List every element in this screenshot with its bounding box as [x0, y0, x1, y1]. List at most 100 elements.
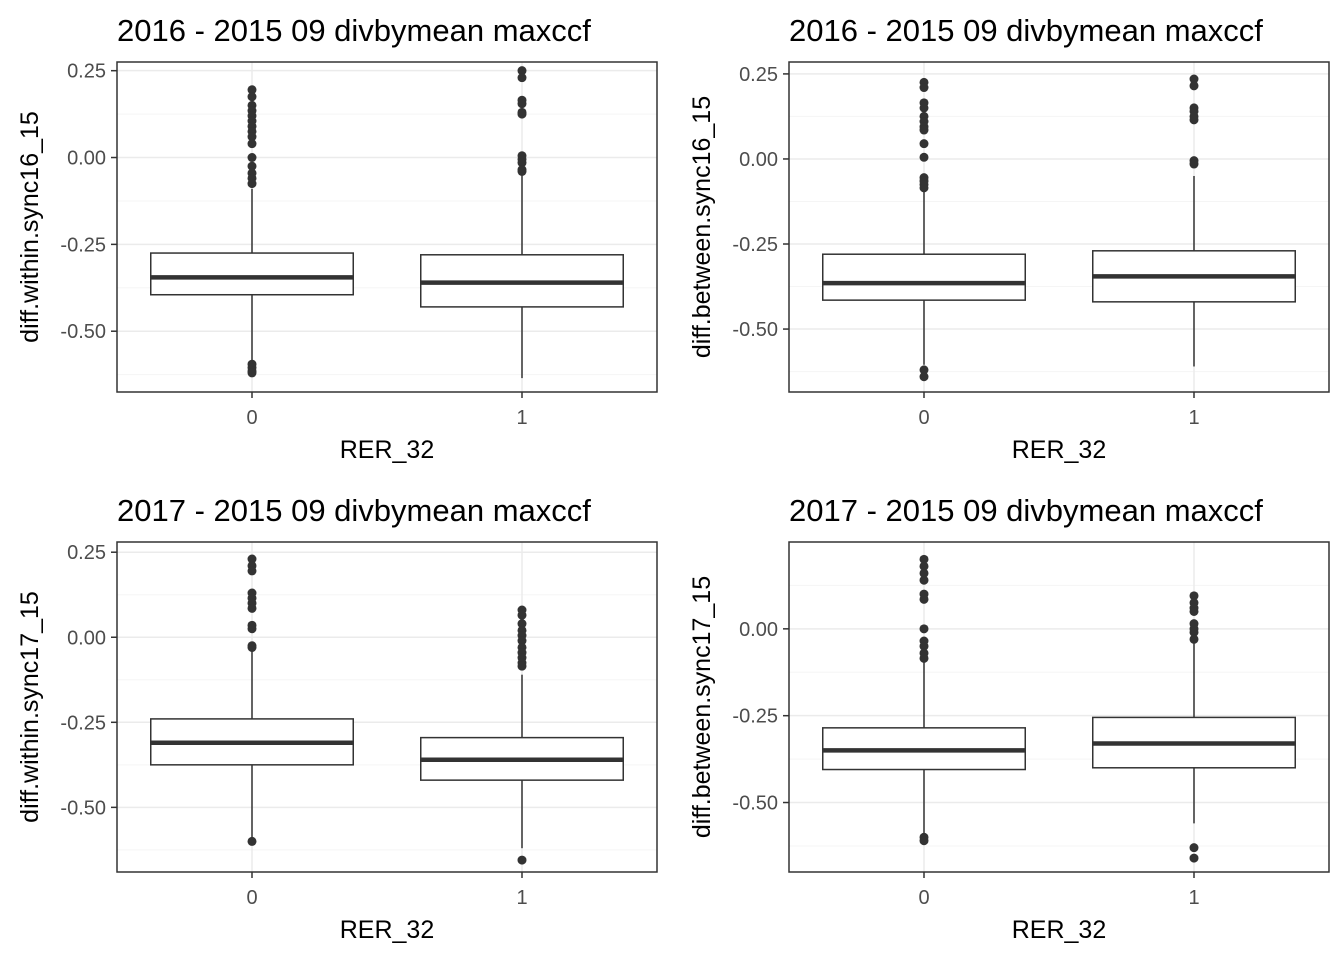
x-tick-label: 0 — [918, 407, 929, 429]
outlier-point — [1189, 627, 1199, 637]
panel-title: 2017 - 2015 09 divbymean maxccf — [117, 493, 591, 528]
panel-1: 2016 - 2015 09 divbymean maxccf 0.25 0.00 -… — [16, 13, 658, 464]
outlier-point — [919, 554, 929, 564]
panel-border — [788, 61, 1330, 393]
box-iqr — [150, 252, 354, 296]
y-tick-label: -0.25 — [60, 712, 106, 734]
outlier-point — [517, 610, 527, 620]
x-axis-title: RER_32 — [340, 916, 435, 944]
boxplot-0 — [150, 554, 354, 846]
outlier-point — [1189, 115, 1199, 125]
x-tick-label: 1 — [1188, 407, 1199, 429]
y-tick-label: -0.50 — [732, 319, 778, 341]
outlier-point — [517, 73, 527, 83]
y-tick-label: 0.00 — [739, 149, 778, 171]
y-tick-label: -0.50 — [60, 321, 106, 343]
y-tick-label: -0.25 — [60, 234, 106, 256]
panel-4: 2017 - 2015 09 divbymean maxccf 0.00 -0.25… — [688, 493, 1330, 944]
outlier-point — [517, 99, 527, 109]
y-tick-label: -0.50 — [60, 797, 106, 819]
outlier-point — [247, 139, 257, 149]
outlier-point — [919, 183, 929, 193]
outlier-point — [1189, 843, 1199, 853]
outlier-point — [517, 66, 527, 76]
outlier-point — [247, 836, 257, 846]
outlier-point — [1189, 853, 1199, 863]
outlier-point — [919, 568, 929, 578]
outlier-point — [919, 624, 929, 634]
y-tick-label: 0.00 — [67, 627, 106, 649]
outlier-point — [919, 125, 929, 135]
x-tick-label: 1 — [516, 887, 527, 909]
panel-background — [117, 62, 657, 392]
panel-3: 2017 - 2015 09 divbymean maxccf 0.25 0.00 -… — [16, 493, 658, 944]
x-tick-label: 0 — [918, 887, 929, 909]
outlier-point — [1189, 81, 1199, 91]
outlier-point — [517, 636, 527, 646]
panel-2: 2016 - 2015 09 divbymean maxccf 0.25 0.00 -… — [688, 13, 1330, 464]
outlier-point — [1189, 159, 1199, 169]
outlier-point — [1189, 606, 1199, 616]
outlier-point — [247, 603, 257, 613]
outlier-point — [247, 642, 257, 652]
boxplot-1 — [420, 66, 624, 379]
y-tick-label: -0.25 — [732, 706, 778, 728]
outlier-point — [919, 372, 929, 382]
y-tick-label: -0.25 — [732, 234, 778, 256]
outlier-point — [247, 161, 257, 171]
outlier-point — [919, 561, 929, 571]
outlier-point — [247, 368, 257, 378]
y-tick-label: 0.25 — [739, 64, 778, 86]
outlier-point — [517, 661, 527, 671]
outlier-point — [919, 641, 929, 651]
panel-border — [788, 541, 1330, 873]
boxplot-0 — [150, 85, 354, 378]
outlier-point — [517, 855, 527, 865]
outlier-point — [247, 179, 257, 189]
y-axis-title: diff.within.sync17_15 — [16, 591, 44, 823]
outlier-point — [247, 153, 257, 163]
outlier-point — [517, 619, 527, 629]
y-tick-label: 0.25 — [67, 542, 106, 564]
outlier-point — [247, 85, 257, 95]
box-iqr — [822, 253, 1026, 301]
panel-title: 2016 - 2015 09 divbymean maxccf — [117, 13, 591, 48]
y-tick-label: 0.00 — [739, 619, 778, 641]
outlier-point — [919, 836, 929, 846]
outlier-point — [919, 152, 929, 162]
outlier-point — [247, 92, 257, 102]
boxplot-0 — [822, 554, 1026, 846]
outlier-point — [919, 594, 929, 604]
x-tick-label: 1 — [1188, 887, 1199, 909]
outlier-point — [1189, 74, 1199, 84]
panel-border — [116, 541, 658, 873]
outlier-point — [517, 158, 527, 168]
outlier-point — [919, 365, 929, 375]
outlier-point — [247, 132, 257, 142]
outlier-point — [919, 83, 929, 93]
boxplot-1 — [420, 605, 624, 865]
panel-title: 2016 - 2015 09 divbymean maxccf — [789, 13, 1263, 48]
x-axis-title: RER_32 — [1012, 916, 1107, 944]
y-axis-title: diff.within.sync16_15 — [16, 111, 44, 343]
x-axis-title: RER_32 — [340, 436, 435, 464]
x-tick-label: 0 — [246, 407, 257, 429]
outlier-point — [247, 624, 257, 634]
outlier-point — [1189, 634, 1199, 644]
panel-background — [789, 62, 1329, 392]
boxplot-0 — [822, 77, 1026, 382]
outlier-point — [919, 103, 929, 113]
outlier-point — [1189, 591, 1199, 601]
y-tick-label: 0.00 — [67, 148, 106, 170]
outlier-point — [919, 653, 929, 663]
y-axis-title: diff.between.sync16_15 — [688, 96, 716, 358]
x-axis-title: RER_32 — [1012, 436, 1107, 464]
panel-border — [116, 61, 658, 393]
x-tick-label: 1 — [516, 407, 527, 429]
outlier-point — [247, 554, 257, 564]
panel-title: 2017 - 2015 09 divbymean maxccf — [789, 493, 1263, 528]
y-axis-title: diff.between.sync17_15 — [688, 576, 716, 838]
outlier-point — [517, 166, 527, 176]
outlier-point — [247, 566, 257, 576]
outlier-point — [517, 109, 527, 119]
